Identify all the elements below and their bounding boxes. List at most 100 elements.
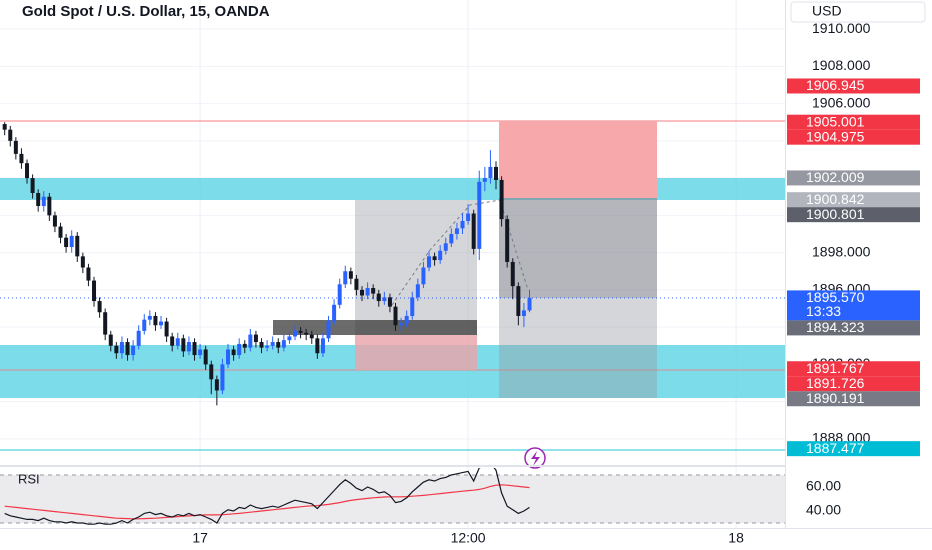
currency: USD — [812, 3, 842, 19]
candle-body — [387, 297, 392, 307]
candle-body — [432, 256, 437, 261]
candle-body — [309, 334, 314, 339]
candle-body — [399, 323, 404, 326]
candle-body — [231, 349, 236, 356]
position-stop — [499, 121, 657, 198]
price-label-text: 1891.726 — [806, 375, 865, 391]
candle-body — [298, 330, 303, 333]
candle-body — [466, 213, 471, 221]
y-tick-label: 1906.000 — [812, 94, 871, 110]
y-tick-label: 1908.000 — [812, 57, 871, 73]
candle-body — [237, 343, 242, 356]
candle-body — [365, 288, 370, 296]
indicator-title: RSI — [18, 471, 40, 486]
candle-body — [449, 233, 454, 244]
order-block — [273, 320, 477, 335]
candle-body — [97, 301, 102, 313]
position-open — [499, 198, 657, 298]
candle-body — [516, 286, 521, 316]
price-label — [787, 391, 920, 407]
candle-body — [376, 293, 381, 302]
candle-body — [393, 306, 398, 326]
price-label — [787, 192, 920, 208]
candle-body — [443, 243, 448, 251]
candle-body — [36, 193, 41, 207]
candle-body — [186, 342, 191, 352]
candle-body — [214, 379, 219, 391]
candle-body — [119, 342, 124, 354]
candle-body — [2, 124, 7, 130]
candle-body — [270, 342, 275, 346]
candle-body — [114, 345, 119, 354]
candle-body — [460, 220, 465, 229]
candle-body — [170, 336, 175, 346]
chart-title: Gold Spot / U.S. Dollar, 15, OANDA — [22, 3, 270, 20]
candle-body — [488, 166, 493, 179]
position-target — [499, 198, 657, 398]
candle-body — [315, 338, 320, 354]
candle-body — [454, 228, 459, 234]
candle-body — [499, 179, 504, 220]
candle-body — [58, 226, 63, 238]
candle-body — [259, 342, 264, 348]
candle-body — [410, 297, 415, 316]
price-label-text: 1890.191 — [806, 390, 865, 406]
candle-body — [287, 336, 292, 341]
candle-body — [253, 334, 258, 343]
candle-body — [181, 338, 186, 352]
price-label — [787, 170, 920, 186]
x-tick-label: 12:00 — [451, 530, 486, 546]
price-label-text: 1900.801 — [806, 206, 865, 222]
candle-body — [164, 321, 169, 337]
candles — [2, 122, 532, 406]
candle-body — [293, 330, 298, 337]
candle-body — [337, 284, 342, 305]
candle-body — [371, 288, 376, 294]
currency-box[interactable] — [790, 1, 926, 23]
price-label-text: 1902.009 — [806, 169, 865, 185]
candle-body — [242, 343, 247, 348]
icon-bolt — [531, 451, 540, 466]
candle-body — [209, 364, 214, 380]
candle-body — [415, 284, 420, 298]
candle-body — [108, 334, 113, 346]
candle-body — [304, 332, 309, 335]
candle-body — [13, 140, 18, 154]
candle-body — [30, 178, 35, 194]
price-label-text: 1894.323 — [806, 319, 865, 335]
candle-body — [521, 310, 526, 316]
candle-body — [153, 315, 158, 326]
candle-body — [136, 330, 141, 346]
candle-body — [527, 297, 532, 311]
candle-body — [52, 215, 57, 227]
candle-body — [421, 267, 426, 285]
candle-body — [248, 334, 253, 348]
price-label-text: 1895.570 — [806, 289, 865, 305]
candle-body — [125, 342, 130, 356]
candle-body — [510, 261, 515, 287]
candle-body — [80, 256, 85, 268]
candle-body — [69, 235, 74, 248]
price-label — [787, 376, 920, 392]
candle-body — [142, 319, 147, 331]
candle-body — [348, 271, 353, 279]
price-label — [787, 114, 920, 130]
candle-body — [360, 289, 365, 296]
price-label — [787, 78, 920, 94]
candle-body — [471, 213, 476, 249]
candle-body — [382, 297, 387, 302]
y-tick-label: 60.00 — [806, 478, 841, 494]
candle-body — [477, 181, 482, 249]
rsi-line — [4, 468, 530, 525]
axis: 1888.0001890.0001892.0001894.0001896.000… — [192, 20, 920, 546]
price-label-text: 1891.767 — [806, 360, 865, 376]
candle-body — [438, 250, 443, 261]
candle-body — [47, 196, 52, 216]
candle-body — [203, 349, 208, 365]
price-label — [787, 129, 920, 145]
price-label — [787, 441, 920, 457]
candle-body — [159, 321, 164, 326]
